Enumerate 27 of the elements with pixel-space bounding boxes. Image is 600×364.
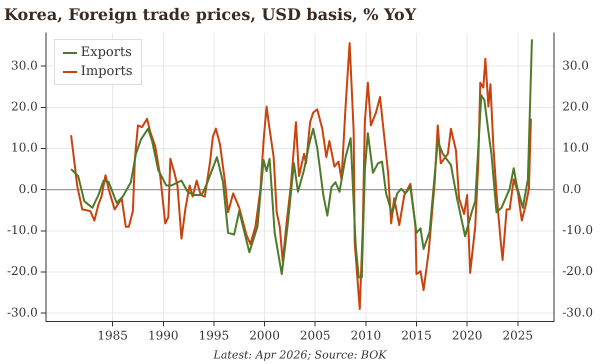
x-tick-label: 2015 [401, 328, 432, 343]
y-tick-label: -20.0 [6, 264, 38, 278]
y-tick-label: 10.0 [11, 140, 38, 155]
legend-label: Exports [80, 44, 132, 62]
y2-tick-label: 20.0 [562, 99, 589, 114]
y2-tick-label: -10.0 [562, 222, 594, 237]
x-tick-label: 1985 [97, 328, 128, 343]
y2-tick-label: 30.0 [562, 58, 589, 72]
y2-tick-label: 0.0 [562, 182, 582, 196]
y-tick-label: -30.0 [6, 305, 38, 320]
legend-label: Imports [80, 63, 132, 82]
y-tick-label: 30.0 [11, 58, 38, 72]
x-tick-label: 1990 [148, 328, 179, 343]
x-tick-label: 2005 [300, 328, 330, 343]
y2-tick-label: -20.0 [562, 264, 594, 278]
y-tick-label: 0.0 [18, 182, 38, 196]
x-tick-label: 1995 [198, 328, 230, 343]
x-tick-label: 2020 [452, 328, 482, 343]
y2-tick-label: -30.0 [562, 305, 594, 320]
y-tick-label: -10.0 [6, 222, 38, 237]
chart-title: Korea, Foreign trade prices, USD basis, % YoY [4, 4, 417, 24]
y2-tick-label: 10.0 [562, 140, 589, 155]
x-tick-label: 2010 [350, 328, 382, 343]
y-tick-label: 20.0 [11, 99, 38, 114]
x-tick-label: 2000 [249, 328, 280, 343]
x-tick-label: 2025 [502, 328, 534, 343]
text: Latest: Apr 2026; Source: BOK [212, 348, 388, 362]
